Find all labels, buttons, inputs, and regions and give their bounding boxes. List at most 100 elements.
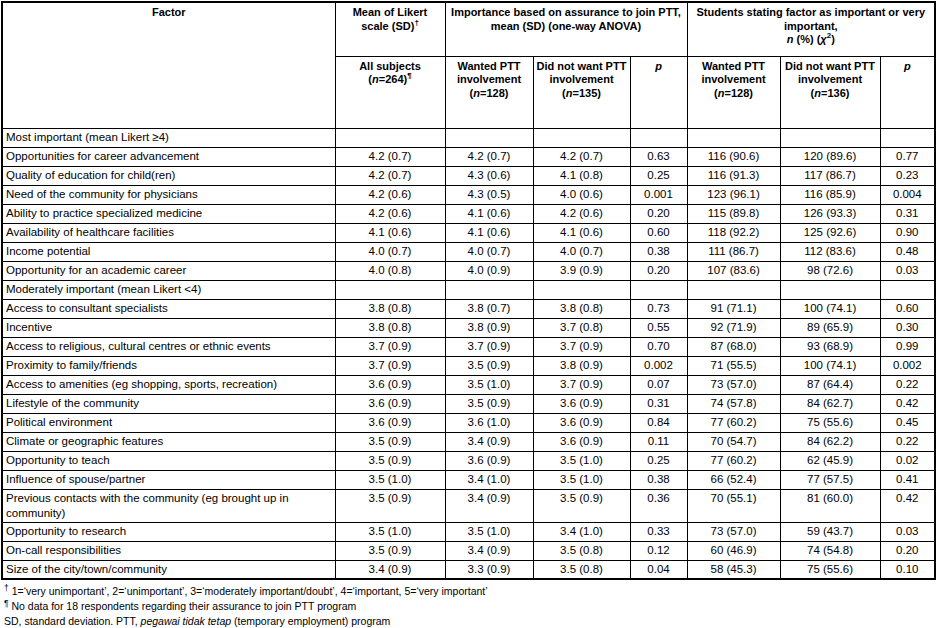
mean-all-subjects-cell: 3.6 (0.9)	[335, 375, 445, 394]
p-anova-cell: 0.07	[630, 375, 687, 394]
n-wanted-ptt-cell: 116 (91.3)	[687, 166, 780, 185]
n-did-not-want-ptt-cell: 74 (54.8)	[780, 541, 880, 560]
p-anova-cell: 0.55	[630, 318, 687, 337]
factor-cell: Need of the community for physicians	[2, 185, 335, 204]
section-row: Moderately important (mean Likert <4)	[2, 280, 935, 299]
n-wanted-ptt-cell: 73 (57.0)	[687, 522, 780, 541]
table-row: Access to religious, cultural centres or…	[2, 337, 935, 356]
mean-did-not-want-ptt-cell: 3.9 (0.9)	[533, 261, 630, 280]
p-anova-cell: 0.001	[630, 185, 687, 204]
n-wanted-ptt-cell: 66 (52.4)	[687, 470, 780, 489]
table-row: Access to consultant specialists3.8 (0.8…	[2, 299, 935, 318]
n-wanted-ptt-cell: 70 (54.7)	[687, 432, 780, 451]
col-header-factor: Factor	[2, 2, 335, 128]
mean-wanted-ptt-cell: 4.3 (0.5)	[445, 185, 533, 204]
group-header-row: Factor Mean of Likert scale (SD)† Import…	[2, 2, 935, 56]
footnote-likert-scale: † 1=‘very unimportant’, 2=‘unimportant’,…	[4, 584, 935, 599]
n-did-not-want-ptt-cell: 62 (45.9)	[780, 451, 880, 470]
mean-all-subjects-cell: 4.2 (0.6)	[335, 204, 445, 223]
col-header-wanted-ptt-involvement: Wanted PTT involvement (n=128)	[445, 56, 533, 128]
n-did-not-want-ptt-cell: 98 (72.6)	[780, 261, 880, 280]
n-did-not-want-ptt-cell: 93 (68.9)	[780, 337, 880, 356]
mean-wanted-ptt-cell: 3.4 (1.0)	[445, 470, 533, 489]
table-row: Income potential4.0 (0.7)4.0 (0.7)4.0 (0…	[2, 242, 935, 261]
ptt-indonesian-term: pegawai tidak tetap	[141, 615, 231, 627]
p-anova-cell: 0.38	[630, 470, 687, 489]
table-row: Proximity to family/friends3.7 (0.9)3.5 …	[2, 356, 935, 375]
p-anova-cell: 0.33	[630, 522, 687, 541]
mean-did-not-want-ptt-cell: 4.2 (0.7)	[533, 147, 630, 166]
p-chi-square-cell: 0.42	[880, 394, 935, 413]
table-body: Most important (mean Likert ≥4)Opportuni…	[2, 128, 935, 579]
n-wanted-ptt-cell: 70 (55.1)	[687, 489, 780, 522]
table-header: Factor Mean of Likert scale (SD)† Import…	[2, 2, 935, 128]
mean-all-subjects-cell: 3.5 (0.9)	[335, 489, 445, 522]
mean-did-not-want-ptt-cell: 3.6 (0.9)	[533, 432, 630, 451]
mean-all-subjects-cell: 3.8 (0.8)	[335, 299, 445, 318]
empty-cell	[780, 280, 880, 299]
mean-wanted-ptt-cell: 4.1 (0.6)	[445, 204, 533, 223]
paper-table-page: Factor Mean of Likert scale (SD)† Import…	[0, 0, 936, 628]
col-header-did-not-want-ptt-involvement: Did not want PTT involvement (n=135)	[533, 56, 630, 128]
n-wanted-ptt-cell: 107 (83.6)	[687, 261, 780, 280]
p-anova-cell: 0.31	[630, 394, 687, 413]
n-did-not-want-ptt-cell: 75 (55.6)	[780, 560, 880, 579]
empty-cell	[335, 280, 445, 299]
pilcrow-marker: ¶	[4, 598, 9, 608]
factor-cell: Previous contacts with the community (eg…	[2, 489, 335, 522]
mean-wanted-ptt-cell: 3.4 (0.9)	[445, 541, 533, 560]
p-chi-square-cell: 0.03	[880, 522, 935, 541]
factor-cell: Ability to practice specialized medicine	[2, 204, 335, 223]
p-anova-cell: 0.38	[630, 242, 687, 261]
p-anova-cell: 0.25	[630, 451, 687, 470]
n-did-not-want-ptt-cell: 116 (85.9)	[780, 185, 880, 204]
factor-cell: Influence of spouse/partner	[2, 470, 335, 489]
n-did-not-want-ptt-cell: 100 (74.1)	[780, 356, 880, 375]
empty-cell	[630, 280, 687, 299]
mean-did-not-want-ptt-cell: 3.8 (0.8)	[533, 299, 630, 318]
n-wanted-ptt-cell: 116 (90.6)	[687, 147, 780, 166]
mean-wanted-ptt-cell: 4.2 (0.7)	[445, 147, 533, 166]
factors-table: Factor Mean of Likert scale (SD)† Import…	[1, 1, 936, 580]
mean-all-subjects-cell: 4.2 (0.6)	[335, 185, 445, 204]
mean-all-subjects-cell: 4.0 (0.7)	[335, 242, 445, 261]
n-wanted-ptt-cell: 111 (86.7)	[687, 242, 780, 261]
p-anova-cell: 0.70	[630, 337, 687, 356]
p-chi-square-cell: 0.22	[880, 375, 935, 394]
mean-wanted-ptt-cell: 3.4 (0.9)	[445, 432, 533, 451]
table-row: Political environment3.6 (0.9)3.6 (1.0)3…	[2, 413, 935, 432]
mean-all-subjects-cell: 3.5 (0.9)	[335, 432, 445, 451]
p-chi-square-cell: 0.31	[880, 204, 935, 223]
p-chi-square-cell: 0.22	[880, 432, 935, 451]
n-did-not-want-ptt-cell: 100 (74.1)	[780, 299, 880, 318]
col-header-wanted-ptt-involvement: Wanted PTT involvement (n=128)	[687, 56, 780, 128]
empty-cell	[533, 128, 630, 147]
p-chi-square-cell: 0.45	[880, 413, 935, 432]
chi-group-line1: Students stating factor as important or …	[696, 6, 925, 32]
col-header-all-subjects: All subjects (n=264)¶	[335, 56, 445, 128]
empty-cell	[687, 128, 780, 147]
p-chi-square-cell: 0.23	[880, 166, 935, 185]
empty-cell	[445, 128, 533, 147]
table-row: Quality of education for child(ren)4.2 (…	[2, 166, 935, 185]
table-row: Opportunity to research3.5 (1.0)3.5 (1.0…	[2, 522, 935, 541]
chi-square-formula: n (%) (χ2)	[787, 33, 835, 45]
mean-wanted-ptt-cell: 3.3 (0.9)	[445, 560, 533, 579]
group-header-anova: Importance based on assurance to join PT…	[445, 2, 687, 56]
empty-cell	[780, 128, 880, 147]
factor-cell: Opportunity to teach	[2, 451, 335, 470]
table-row: Access to amenities (eg shopping, sports…	[2, 375, 935, 394]
empty-cell	[445, 280, 533, 299]
p-chi-square-cell: 0.48	[880, 242, 935, 261]
p-anova-cell: 0.73	[630, 299, 687, 318]
mean-all-subjects-cell: 4.2 (0.7)	[335, 166, 445, 185]
mean-all-subjects-cell: 4.2 (0.7)	[335, 147, 445, 166]
mean-all-subjects-cell: 4.0 (0.8)	[335, 261, 445, 280]
mean-all-subjects-cell: 3.6 (0.9)	[335, 394, 445, 413]
n-did-not-want-ptt-cell: 120 (89.6)	[780, 147, 880, 166]
p-anova-cell: 0.25	[630, 166, 687, 185]
n-did-not-want-ptt-cell: 89 (65.9)	[780, 318, 880, 337]
factor-cell: Political environment	[2, 413, 335, 432]
p-chi-square-cell: 0.002	[880, 356, 935, 375]
col-header-mean-likert: Mean of Likert scale (SD)†	[335, 2, 445, 56]
